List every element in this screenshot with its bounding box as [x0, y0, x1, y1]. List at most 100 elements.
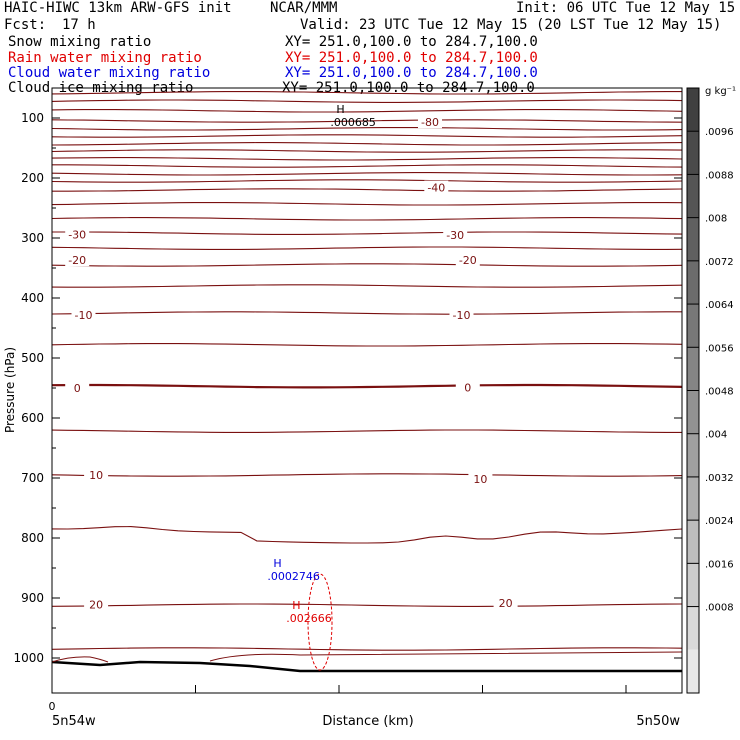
colorbar-swatch	[687, 476, 699, 521]
colorbar-swatch	[687, 649, 699, 693]
contour-label: 20	[499, 597, 513, 610]
contour-label: -30	[68, 228, 86, 241]
contour-label: 10	[473, 473, 487, 486]
contour-label: -20	[459, 254, 477, 267]
colorbar-tick-label: .008	[705, 214, 727, 225]
colorbar-swatch	[687, 217, 699, 261]
fcst-label: Fcst:	[4, 17, 47, 33]
field-xy-snow: XY= 251.0,100.0 to 284.7,100.0	[285, 34, 538, 50]
contour-label-bg	[468, 472, 493, 486]
fcst-value: 17 h	[62, 17, 96, 33]
isotherm-line	[51, 91, 682, 95]
field-label-cloud-water: Cloud water mixing ratio	[8, 65, 211, 81]
valid-time: Valid: 23 UTC Tue 12 May 15 (20 LST Tue …	[300, 17, 722, 33]
contour-label: 10	[89, 469, 103, 482]
isotherm-line	[51, 343, 683, 347]
colorbar: .0096 .0088 .008 .0072 .0064 .0056 .0048 .004 .0…	[686, 87, 734, 694]
y-tick-label: 600	[21, 411, 44, 425]
contour-label: 20	[89, 599, 103, 612]
colorbar-swatch	[687, 260, 699, 305]
isotherm-line	[51, 179, 683, 183]
isotherm-line	[51, 311, 682, 315]
contour-label-bg	[418, 115, 442, 129]
field-label-rain: Rain water mixing ratio	[8, 50, 202, 66]
contour-label: -40	[427, 182, 445, 195]
isotherm-line	[51, 109, 683, 113]
y-tick-label: 800	[21, 531, 44, 545]
isotherm-layer	[51, 91, 683, 651]
contour-label-bg	[449, 307, 474, 321]
colorbar-swatch	[687, 520, 699, 564]
isotherm-line	[51, 383, 683, 389]
isotherm-line	[52, 231, 683, 235]
colorbar-swatch	[687, 433, 699, 477]
contour-label-bg	[424, 180, 449, 194]
surface-pressure-line	[51, 660, 682, 673]
contour-label-bg	[65, 227, 90, 241]
isotherm-line	[51, 142, 683, 146]
contour-label-bg	[84, 597, 109, 611]
isotherm-line	[51, 217, 683, 221]
isotherm-line	[51, 429, 682, 433]
isotherm-line	[51, 127, 683, 131]
contour-label-bg	[455, 380, 480, 394]
x-axis	[51, 685, 627, 693]
y-axis-title: Pressure (hPa)	[3, 347, 17, 433]
colorbar-swatch	[687, 131, 699, 175]
y-tick-label: 500	[21, 351, 44, 365]
terrain-layer	[51, 573, 683, 673]
isotherm-line	[51, 647, 683, 651]
isotherm-line	[51, 263, 683, 267]
run-title: HAIC-HIWC 13km ARW-GFS init	[4, 0, 232, 16]
contour-label: -10	[75, 309, 93, 322]
colorbar-tick-label: .0096	[705, 127, 734, 138]
field-xy-rain: XY= 251.0,100.0 to 284.7,100.0	[285, 50, 538, 66]
colorbar-tick-label: .0072	[705, 257, 734, 268]
isotherm-line	[51, 157, 683, 161]
contour-label: -80	[421, 116, 439, 129]
near-surface-isotherm	[51, 656, 109, 663]
colorbar-swatch	[687, 347, 699, 391]
x-zero-label: 0	[49, 700, 56, 713]
init-time: Init: 06 UTC Tue 12 May 15	[516, 0, 736, 16]
y-tick-label: 400	[21, 291, 44, 305]
colorbar-swatch	[687, 304, 699, 348]
near-surface-isotherm	[209, 651, 683, 662]
isotherm-line	[51, 99, 683, 103]
colorbar-tick-label: .0024	[705, 516, 734, 527]
max-marker: H	[292, 599, 300, 612]
colorbar-tick-label: .0032	[705, 473, 734, 484]
colorbar-swatch	[687, 606, 699, 650]
rain-water-contour	[307, 573, 333, 671]
colorbar-unit: g kg⁻¹	[705, 86, 736, 97]
y-tick-label: 200	[21, 171, 44, 185]
colorbar-tick-label: .0048	[705, 387, 734, 398]
colorbar-swatch	[687, 174, 699, 218]
isotherm-line	[51, 202, 683, 206]
colorbar-swatch	[687, 390, 699, 434]
contour-label: -20	[68, 254, 86, 267]
isotherm-line	[51, 246, 683, 250]
contour-label-bg	[443, 228, 468, 241]
colorbar-swatch	[687, 563, 699, 607]
contour-label-bg	[65, 253, 90, 267]
isotherm-line	[51, 172, 683, 176]
field-xy-cloud-water: XY= 251.0,100.0 to 284.7,100.0	[285, 65, 538, 81]
isotherm-line	[51, 526, 683, 544]
contour-label: -10	[453, 309, 471, 322]
colorbar-tick-label: .0056	[705, 343, 734, 354]
contour-label: 0	[74, 382, 81, 395]
isotherm-line	[52, 164, 683, 168]
y-tick-label: 1000	[13, 651, 44, 665]
y-tick-label: 900	[21, 591, 44, 605]
contour-label: -30	[446, 229, 464, 242]
contour-label-bg	[84, 468, 109, 481]
isotherm-line	[51, 473, 683, 477]
contour-label-bg	[455, 253, 480, 267]
plot-frame	[51, 87, 683, 694]
y-tick-label: 700	[21, 471, 44, 485]
isotherm-line	[51, 134, 683, 138]
colorbar-tick-label: .0016	[705, 559, 734, 570]
x-start-label: 5n54w	[52, 714, 96, 729]
